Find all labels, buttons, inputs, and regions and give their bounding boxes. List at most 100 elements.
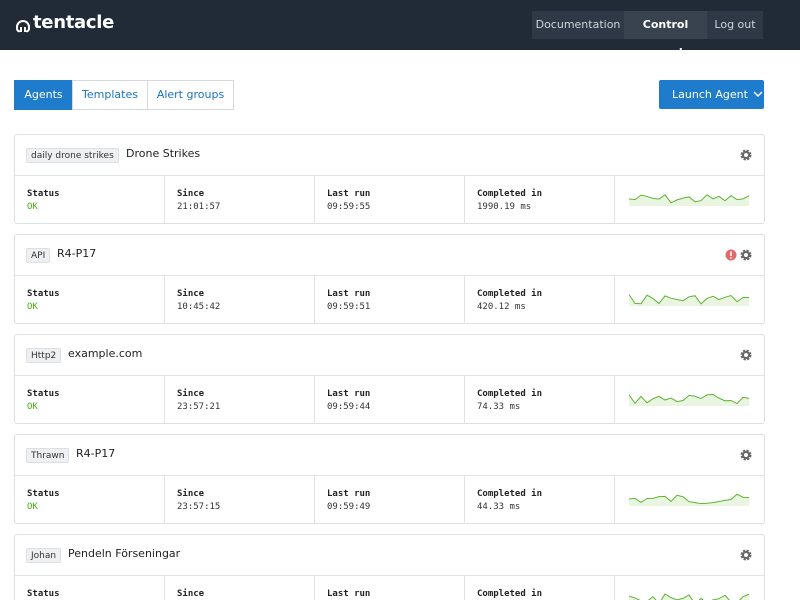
agent-card: Http2 example.com Status OK Since 23:57:21 Las… <box>14 334 765 424</box>
settings-icon[interactable] <box>739 248 753 262</box>
stats-row: Status OK Since 23:57:15 Last run 09:59:49 Com… <box>15 475 764 524</box>
settings-icon[interactable] <box>739 348 753 362</box>
stat-cell: Last run 09:59:55 <box>315 176 465 224</box>
sparkline-line <box>628 393 750 405</box>
stat-label: Completed in <box>477 589 543 599</box>
stat-label: Since <box>177 289 205 299</box>
stats-row: Status OK Since 10:45:42 Last run 09:59:51 Com… <box>15 275 764 324</box>
logo-icon <box>16 20 30 33</box>
stat-cell: Status <box>15 576 165 600</box>
stat-label: Since <box>177 189 205 199</box>
agent-tag: daily drone strikes <box>26 148 119 163</box>
agent-name: example.com <box>68 347 143 360</box>
sparkline-area <box>629 494 749 506</box>
nav-link[interactable]: Log out <box>707 11 763 39</box>
stat-cell: Since 10:45:42 <box>165 276 315 324</box>
sparkline-area <box>629 194 749 206</box>
stat-value: 23:57:15 <box>177 502 221 512</box>
sparkline-line <box>628 294 750 305</box>
agent-name: R4-P17 <box>57 247 97 260</box>
stat-label: Since <box>177 489 205 499</box>
stat-label: Completed in <box>477 189 543 199</box>
agent-tag: API <box>26 248 51 263</box>
settings-icon[interactable] <box>739 448 753 462</box>
stat-label: Completed in <box>477 389 543 399</box>
nav-link[interactable]: Control panel <box>624 11 707 59</box>
stat-cell: Completed in 420.12 ms <box>465 276 615 324</box>
sparkline <box>628 493 750 506</box>
stat-value: 09:59:55 <box>327 202 371 212</box>
agent-tag: Thrawn <box>26 448 70 463</box>
stat-label: Last run <box>327 589 371 599</box>
stat-value: 10:45:42 <box>177 302 221 312</box>
tab[interactable]: Alert groups <box>147 80 234 110</box>
agent-name: Pendeln Förseningar <box>68 547 181 560</box>
tab[interactable]: Agents <box>14 80 73 110</box>
sparkline <box>628 294 750 306</box>
stat-value: 23:57:21 <box>177 402 221 412</box>
agent-tag: Johan <box>26 548 62 563</box>
stat-cell: Last run <box>315 576 465 600</box>
settings-icon[interactable] <box>739 148 753 162</box>
settings-icon[interactable] <box>739 548 753 562</box>
stat-value: 21:01:57 <box>177 202 221 212</box>
stat-value: OK <box>27 502 38 512</box>
stat-cell: Status OK <box>15 476 165 524</box>
stat-value: 44.33 ms <box>477 502 521 512</box>
stat-cell: Since 23:57:21 <box>165 376 315 424</box>
stat-label: Last run <box>327 189 371 199</box>
stat-label: Last run <box>327 489 371 499</box>
stat-cell: Completed in <box>465 576 615 600</box>
stat-value: 1990.19 ms <box>477 202 532 212</box>
stat-cell: Last run 09:59:51 <box>315 276 465 324</box>
stats-row: Status OK Since 23:57:21 Last run 09:59:44 Com… <box>15 375 764 424</box>
stat-value: 09:59:49 <box>327 502 371 512</box>
stat-cell: Since <box>165 576 315 600</box>
stat-label: Status <box>27 189 60 199</box>
stat-value: 09:59:44 <box>327 402 371 412</box>
agent-name: R4-P17 <box>76 447 116 460</box>
agent-card: Thrawn R4-P17 Status OK Since 23:57:15 Last ru… <box>14 434 765 524</box>
stat-cell: Status OK <box>15 376 165 424</box>
sparkline-area <box>629 294 749 306</box>
stat-value: 09:59:51 <box>327 302 371 312</box>
stat-label: Completed in <box>477 489 543 499</box>
stat-cell: Completed in 1990.19 ms <box>465 176 615 224</box>
sparkline-line <box>628 194 750 204</box>
sparkline <box>628 593 750 600</box>
sparkline-area <box>629 594 749 600</box>
alert-icon <box>725 249 737 261</box>
stat-label: Since <box>177 589 205 599</box>
stat-cell: Last run 09:59:49 <box>315 476 465 524</box>
stat-value: 420.12 ms <box>477 302 526 312</box>
stat-label: Status <box>27 589 60 599</box>
button-label: Launch Agent <box>672 88 748 101</box>
stat-label: Status <box>27 289 60 299</box>
stat-cell: Completed in 74.33 ms <box>465 376 615 424</box>
stat-cell: Last run 09:59:44 <box>315 376 465 424</box>
stat-value: OK <box>27 302 38 312</box>
stat-label: Status <box>27 489 60 499</box>
agent-card: Johan Pendeln Förseningar Status Since Last … <box>14 534 765 600</box>
launch-button[interactable]: Launch Agent <box>659 80 764 109</box>
chevron-icon <box>753 91 763 98</box>
stat-value: OK <box>27 202 38 212</box>
agent-tag: Http2 <box>26 348 62 363</box>
agent-name: Drone Strikes <box>126 147 201 160</box>
stat-value: OK <box>27 402 38 412</box>
tab[interactable]: Templates <box>72 80 148 110</box>
stat-label: Status <box>27 389 60 399</box>
agent-card: API R4-P17 Status OK Since 10:45:42 Last run 09… <box>14 234 765 324</box>
stat-cell: Since 21:01:57 <box>165 176 315 224</box>
logo: tentacle <box>33 12 115 33</box>
sparkline <box>628 393 750 406</box>
stat-label: Since <box>177 389 205 399</box>
sparkline-area <box>629 394 749 406</box>
top-bar: tentacle Documentation Control panel Log o… <box>0 0 800 59</box>
nav-link[interactable]: Documentation <box>532 11 624 39</box>
stat-cell: Completed in 44.33 ms <box>465 476 615 524</box>
sparkline-line <box>628 493 750 505</box>
stat-label: Last run <box>327 389 371 399</box>
stats-row: Status OK Since 21:01:57 Last run 09:59:55 Com… <box>15 175 764 224</box>
